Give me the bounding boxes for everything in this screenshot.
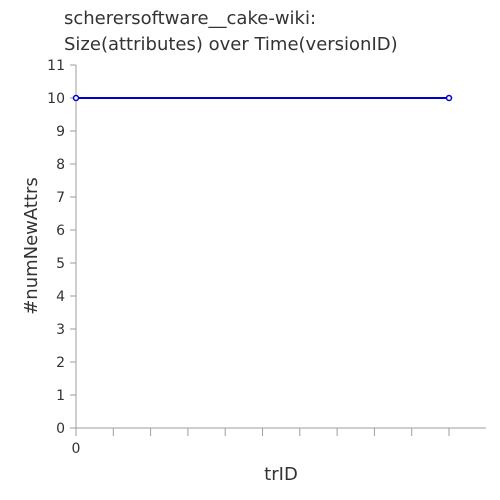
y-tick-label: 11 xyxy=(47,58,65,74)
y-tick-label: 2 xyxy=(56,355,65,371)
y-tick-label: 5 xyxy=(56,256,65,272)
y-tick-label: 1 xyxy=(56,388,65,404)
chart-title-line-1: scherersoftware__cake-wiki: xyxy=(64,8,316,29)
x-ticks: 0 xyxy=(72,428,450,457)
y-tick-label: 6 xyxy=(56,223,65,239)
y-tick-label: 4 xyxy=(56,289,65,305)
chart-title-line-2: Size(attributes) over Time(versionID) xyxy=(64,34,398,55)
y-axis-label: #numNewAttrs xyxy=(21,177,42,315)
y-tick-label: 7 xyxy=(56,190,65,206)
y-ticks: 0 1 2 3 4 5 6 7 8 9 10 11 xyxy=(47,58,76,437)
plot-series xyxy=(72,94,453,102)
y-tick-label: 10 xyxy=(47,91,65,107)
series-point xyxy=(72,94,80,102)
series-point xyxy=(445,94,453,102)
y-tick-label: 3 xyxy=(56,322,65,338)
y-tick-label: 0 xyxy=(56,421,65,437)
y-tick-label: 8 xyxy=(56,157,65,173)
y-tick-label: 9 xyxy=(56,124,65,140)
x-axis-label: trID xyxy=(264,464,298,485)
x-tick-label: 0 xyxy=(72,441,81,457)
